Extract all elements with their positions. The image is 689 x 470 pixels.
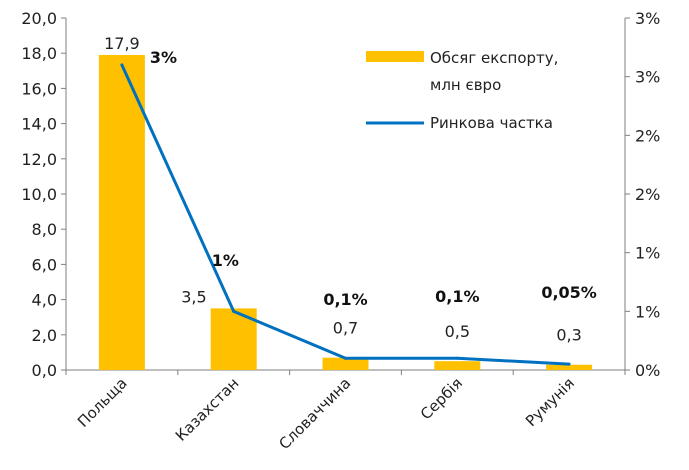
share-value-label: 1%	[212, 251, 239, 270]
y-left-tick-label: 14,0	[21, 115, 57, 134]
bar	[322, 357, 369, 370]
category-label: Польща	[74, 374, 131, 431]
bar	[546, 364, 593, 370]
line-value-labels: 3% 1% 0,1% 0,1% 0,05%	[150, 48, 597, 309]
y-left-tick-label: 20,0	[21, 9, 57, 28]
y-left-tick-label: 18,0	[21, 44, 57, 63]
category-label: Словаччина	[275, 374, 354, 453]
legend: Обсяг експорту, млн євро Ринкова частка	[366, 49, 558, 132]
category-labels: Польща Казахстан Словаччина Сербія Румунія	[74, 374, 578, 453]
share-point	[455, 356, 459, 360]
bar	[98, 54, 145, 371]
bar-value-label: 0,7	[333, 319, 358, 338]
share-point	[120, 63, 124, 67]
bar-value-label: 0,3	[556, 326, 581, 345]
share-value-label: 0,1%	[435, 287, 479, 306]
legend-label-line: Ринкова частка	[430, 114, 553, 132]
bar-value-labels: 17,9 3,5 0,7 0,5 0,3	[104, 34, 582, 345]
y-right-tick-label: 2%	[635, 126, 660, 145]
bar	[434, 361, 481, 370]
bar-series	[98, 54, 593, 371]
y-right-tick-label: 1%	[635, 302, 660, 321]
category-label: Сербія	[417, 374, 466, 423]
legend-swatch-bar	[366, 51, 424, 62]
share-point	[344, 356, 347, 360]
y-right-tick-label: 2%	[635, 185, 660, 204]
y-left-tick-label: 4,0	[32, 291, 57, 310]
y-left-tick-label: 12,0	[21, 150, 57, 169]
y-right-tick-label: 1%	[635, 244, 660, 263]
bar-value-label: 3,5	[181, 287, 206, 306]
y-right-tick-label: 3%	[635, 9, 660, 28]
share-point	[567, 362, 571, 366]
share-value-label: 0,1%	[323, 290, 367, 309]
share-point	[232, 309, 236, 313]
legend-label-bar-line2: млн євро	[430, 76, 501, 94]
y-left-tick-label: 10,0	[21, 185, 57, 204]
y-left-tick-label: 6,0	[32, 255, 57, 274]
y-left-tick-label: 2,0	[32, 326, 57, 345]
category-label: Казахстан	[172, 374, 243, 445]
category-label: Румунія	[522, 374, 578, 430]
y-right-tick-label: 0%	[635, 361, 660, 380]
share-value-label: 0,05%	[541, 283, 597, 302]
bar-value-label: 17,9	[104, 34, 140, 53]
y-left-tick-label: 16,0	[21, 79, 57, 98]
y-left-tick-label: 0,0	[32, 361, 57, 380]
share-value-label: 3%	[150, 48, 177, 67]
y-right-tick-label: 3%	[635, 68, 660, 87]
line-series	[120, 63, 571, 366]
y-left-tick-label: 8,0	[32, 220, 57, 239]
bar-value-label: 0,5	[445, 322, 470, 341]
legend-label-bar-line1: Обсяг експорту,	[430, 49, 558, 67]
